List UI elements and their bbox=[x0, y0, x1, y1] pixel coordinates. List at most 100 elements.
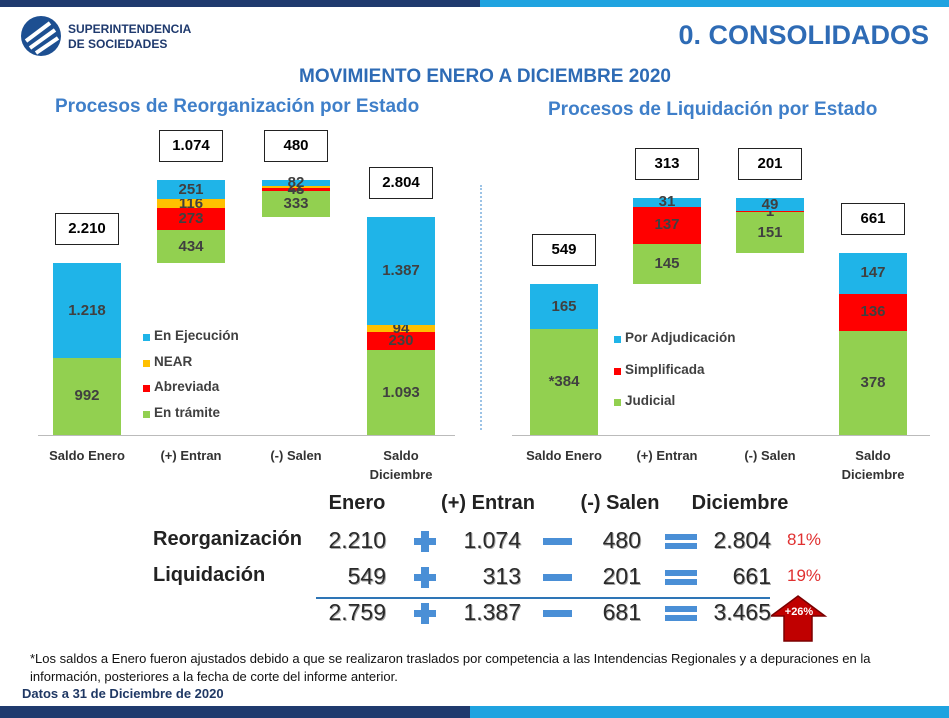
bar-segment bbox=[367, 350, 435, 435]
footnote: *Los saldos a Enero fueron ajustados deb… bbox=[30, 651, 871, 684]
bar-segment bbox=[736, 211, 804, 254]
segment-label: 378 bbox=[860, 374, 886, 392]
plus-icon bbox=[421, 567, 429, 588]
cell-value: 2.210 bbox=[328, 527, 386, 553]
chart-title: Procesos de Reorganización por Estado bbox=[55, 96, 420, 117]
cell-value: 549 bbox=[347, 563, 386, 589]
logo bbox=[21, 16, 61, 56]
share-label: 19% bbox=[787, 566, 822, 585]
total-box: 2.804 bbox=[369, 167, 433, 200]
cell-value: 2.759 bbox=[328, 599, 386, 625]
legend-label: NEAR bbox=[154, 353, 193, 369]
bar-segment bbox=[157, 208, 225, 230]
x-tick-label: Saldo Enero bbox=[526, 448, 602, 463]
plus-icon bbox=[421, 603, 429, 624]
bar-segment bbox=[367, 332, 435, 351]
cell-value: 681 bbox=[602, 599, 641, 625]
bar-segment bbox=[262, 191, 330, 218]
cell-value: 201 bbox=[602, 563, 641, 589]
x-tick-label: Saldo Enero bbox=[49, 448, 125, 463]
x-tick-label: Saldo Diciembre bbox=[369, 448, 433, 482]
minus-icon bbox=[543, 538, 572, 545]
equals-icon bbox=[665, 534, 697, 540]
bar-segment bbox=[839, 331, 907, 435]
segment-label: 333 bbox=[283, 195, 309, 213]
x-axis bbox=[512, 435, 930, 436]
total-box: 1.074 bbox=[159, 130, 223, 162]
segment-label: 165 bbox=[551, 297, 577, 315]
bar-segment bbox=[53, 357, 121, 435]
x-tick-label: (+) Entran bbox=[636, 448, 698, 463]
x-tick-label: (-) Salen bbox=[270, 448, 322, 463]
legend-label: En trámite bbox=[154, 404, 221, 420]
legend-label: En Ejecución bbox=[154, 328, 239, 343]
bottom-bar bbox=[470, 706, 949, 718]
equals-icon bbox=[665, 579, 697, 585]
org-name: DE SOCIEDADES bbox=[68, 37, 168, 51]
segment-label: 147 bbox=[860, 264, 886, 282]
equals-icon bbox=[665, 543, 697, 549]
segment-label: 31 bbox=[658, 193, 676, 211]
top-bar bbox=[0, 0, 480, 7]
bar-segment bbox=[633, 206, 701, 245]
bar-segment bbox=[633, 244, 701, 285]
change-arrow bbox=[768, 595, 828, 642]
change-label: +26% bbox=[784, 606, 814, 618]
cell-value: 3.465 bbox=[713, 599, 771, 625]
logo-text: SUPERINTENDENCIA DE SOCIEDADES bbox=[68, 22, 191, 52]
chart-title: Procesos de Liquidación por Estado bbox=[548, 99, 878, 120]
bar-segment bbox=[262, 188, 330, 192]
segment-label: 1.218 bbox=[68, 301, 106, 319]
x-axis bbox=[38, 435, 455, 436]
legend-swatch bbox=[143, 359, 150, 367]
bar-segment bbox=[736, 198, 804, 212]
legend-label: Abreviada bbox=[154, 379, 220, 394]
legend-swatch bbox=[614, 399, 621, 406]
equals-icon bbox=[665, 606, 697, 612]
legend-label: Por Adjudicación bbox=[625, 330, 736, 345]
row-label: Liquidación bbox=[153, 564, 266, 586]
cell-value: 480 bbox=[602, 527, 641, 553]
legend-swatch bbox=[143, 334, 150, 341]
equals-icon bbox=[665, 615, 697, 621]
x-tick-label: Saldo Diciembre bbox=[841, 448, 905, 482]
total-box: 661 bbox=[841, 203, 905, 236]
segment-label: 151 bbox=[757, 223, 783, 241]
plus-icon bbox=[421, 531, 429, 552]
bar-segment bbox=[262, 180, 330, 187]
minus-icon bbox=[543, 574, 572, 581]
segment-label: 273 bbox=[178, 210, 204, 228]
total-box: 480 bbox=[264, 130, 328, 162]
row-label: Reorganización bbox=[153, 528, 302, 550]
bar-segment bbox=[157, 180, 225, 200]
bar-segment bbox=[53, 263, 121, 358]
minus-icon bbox=[543, 610, 572, 617]
bar-segment bbox=[633, 198, 701, 207]
segment-label: 1.093 bbox=[382, 383, 420, 401]
cell-value: 2.804 bbox=[713, 527, 771, 553]
segment-label: 136 bbox=[860, 303, 886, 321]
segment-label: 49 bbox=[761, 195, 779, 213]
column-header: Diciembre bbox=[691, 492, 789, 514]
column-header: (+) Entran bbox=[441, 492, 535, 514]
legend-label: Judicial bbox=[625, 393, 676, 408]
segment-label: 230 bbox=[388, 332, 414, 350]
total-box: 313 bbox=[635, 148, 699, 180]
org-name: SUPERINTENDENCIA bbox=[68, 22, 192, 36]
equals-icon bbox=[665, 570, 697, 576]
data-date: Datos a 31 de Diciembre de 2020 bbox=[22, 686, 224, 701]
segment-label: 1.387 bbox=[382, 262, 420, 280]
cell-value: 661 bbox=[732, 563, 771, 589]
cell-value: 1.074 bbox=[463, 527, 521, 553]
subtitle: MOVIMIENTO ENERO A DICIEMBRE 2020 bbox=[299, 66, 671, 87]
segment-label: 145 bbox=[654, 255, 680, 273]
bar-segment bbox=[367, 324, 435, 333]
column-header: Enero bbox=[328, 492, 386, 514]
segment-label: 137 bbox=[654, 216, 680, 234]
title: 0. CONSOLIDADOS bbox=[678, 20, 929, 50]
legend-label: Simplificada bbox=[625, 361, 705, 377]
bar-segment bbox=[839, 293, 907, 332]
segment-label: 82 bbox=[287, 174, 305, 192]
divider bbox=[480, 185, 482, 430]
